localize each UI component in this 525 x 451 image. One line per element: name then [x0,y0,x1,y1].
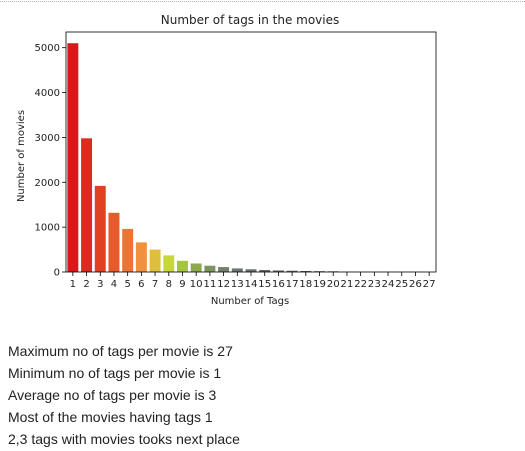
y-axis-label: Number of movies [16,110,27,202]
bar-chart: Number of tags in the movies 0 1000 2000 30… [0,0,525,320]
x-tick-label: 10 [190,279,203,290]
summary-line-min: Minimum no of tags per movie is 1 [8,362,240,384]
bar-8 [163,255,174,272]
bar-1 [67,43,78,272]
y-tick-label: 0 [54,268,60,279]
bar-9 [177,261,188,272]
bar-10 [191,263,202,272]
x-tick-label: 1 [70,279,76,290]
summary-line-most: Most of the movies having tags 1 [8,406,240,428]
x-tick-label: 16 [272,279,285,290]
x-tick-label: 18 [299,279,312,290]
x-tick-label: 19 [313,279,326,290]
x-tick-label: 11 [203,279,216,290]
y-tick-label: 1000 [35,223,60,234]
x-tick-label: 5 [124,279,130,290]
bar-11 [204,266,215,272]
x-tick-label: 14 [244,279,257,290]
x-tick-label: 25 [395,279,408,290]
x-tick-label: 7 [152,279,158,290]
bar-5 [122,229,133,272]
bar-14 [246,269,257,272]
bar-3 [95,186,106,272]
axes-frame [66,32,436,272]
x-tick-label: 12 [217,279,230,290]
summary-line-next: 2,3 tags with movies tooks next place [8,428,240,450]
x-tick-label: 9 [179,279,185,290]
x-tick-label: 2 [83,279,89,290]
y-tick-label: 2000 [35,178,60,189]
x-tick-label: 13 [231,279,244,290]
y-tick-label: 5000 [35,43,60,54]
chart-title: Number of tags in the movies [161,13,340,27]
x-tick-label: 15 [258,279,271,290]
x-axis-label: Number of Tags [211,296,289,307]
x-tick-label: 22 [354,279,367,290]
x-tick-label: 4 [111,279,117,290]
summary-line-average: Average no of tags per movie is 3 [8,384,240,406]
bar-6 [136,242,147,272]
x-tick-label: 23 [368,279,381,290]
bar-2 [81,138,92,272]
y-tick-label: 3000 [35,133,60,144]
y-tick-label: 4000 [35,88,60,99]
summary-list: Maximum no of tags per movie is 27 Minim… [8,340,240,450]
x-tick-label: 17 [286,279,299,290]
x-tick-label: 27 [423,279,436,290]
x-tick-label: 21 [340,279,353,290]
x-tick-label: 8 [166,279,172,290]
bar-7 [150,250,161,272]
x-tick-label: 26 [409,279,422,290]
bar-4 [108,213,119,272]
x-tick-label: 24 [382,279,395,290]
x-tick-label: 3 [97,279,103,290]
bar-12 [218,267,229,272]
bar-13 [232,268,243,272]
x-tick-label: 20 [327,279,340,290]
x-tick-label: 6 [138,279,144,290]
summary-line-max: Maximum no of tags per movie is 27 [8,340,240,362]
